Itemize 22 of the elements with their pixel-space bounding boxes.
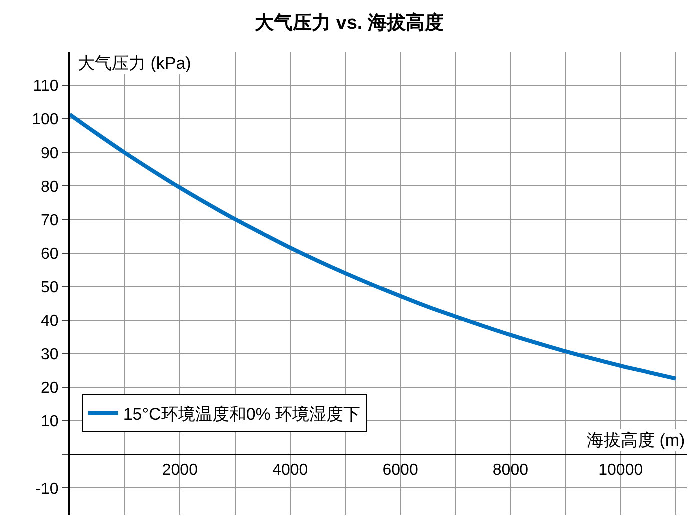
y-tick-label: 110 bbox=[33, 78, 59, 96]
y-tick-label: 50 bbox=[41, 279, 59, 296]
x-tick-label: 2000 bbox=[162, 462, 198, 479]
y-tick-label: 30 bbox=[41, 346, 59, 364]
y-tick-label: 60 bbox=[41, 246, 59, 263]
x-tick-label: 10000 bbox=[598, 462, 644, 479]
y-tick-label: 40 bbox=[41, 313, 59, 330]
legend-label: 15°C环境温度和0% 环境湿度下 bbox=[123, 404, 361, 424]
y-tick-label: 10 bbox=[41, 414, 59, 431]
y-axis-title: 大气压力 (kPa) bbox=[78, 54, 192, 73]
y-tick-label: 100 bbox=[32, 112, 59, 129]
y-tick-label: 20 bbox=[41, 380, 59, 398]
chart-title: 大气压力 vs. 海拔高度 bbox=[255, 12, 444, 34]
line-series bbox=[70, 112, 678, 381]
x-axis-title: 海拔高度 (m) bbox=[587, 431, 686, 450]
y-tick-label: -10 bbox=[36, 480, 59, 498]
y-tick-label: 70 bbox=[41, 212, 59, 230]
x-tick-label: 6000 bbox=[382, 462, 418, 479]
x-tick-label: 8000 bbox=[492, 462, 529, 479]
y-tick-label: 80 bbox=[41, 178, 59, 196]
x-tick-label: 4000 bbox=[272, 462, 308, 479]
y-tick-label: 90 bbox=[41, 145, 59, 162]
